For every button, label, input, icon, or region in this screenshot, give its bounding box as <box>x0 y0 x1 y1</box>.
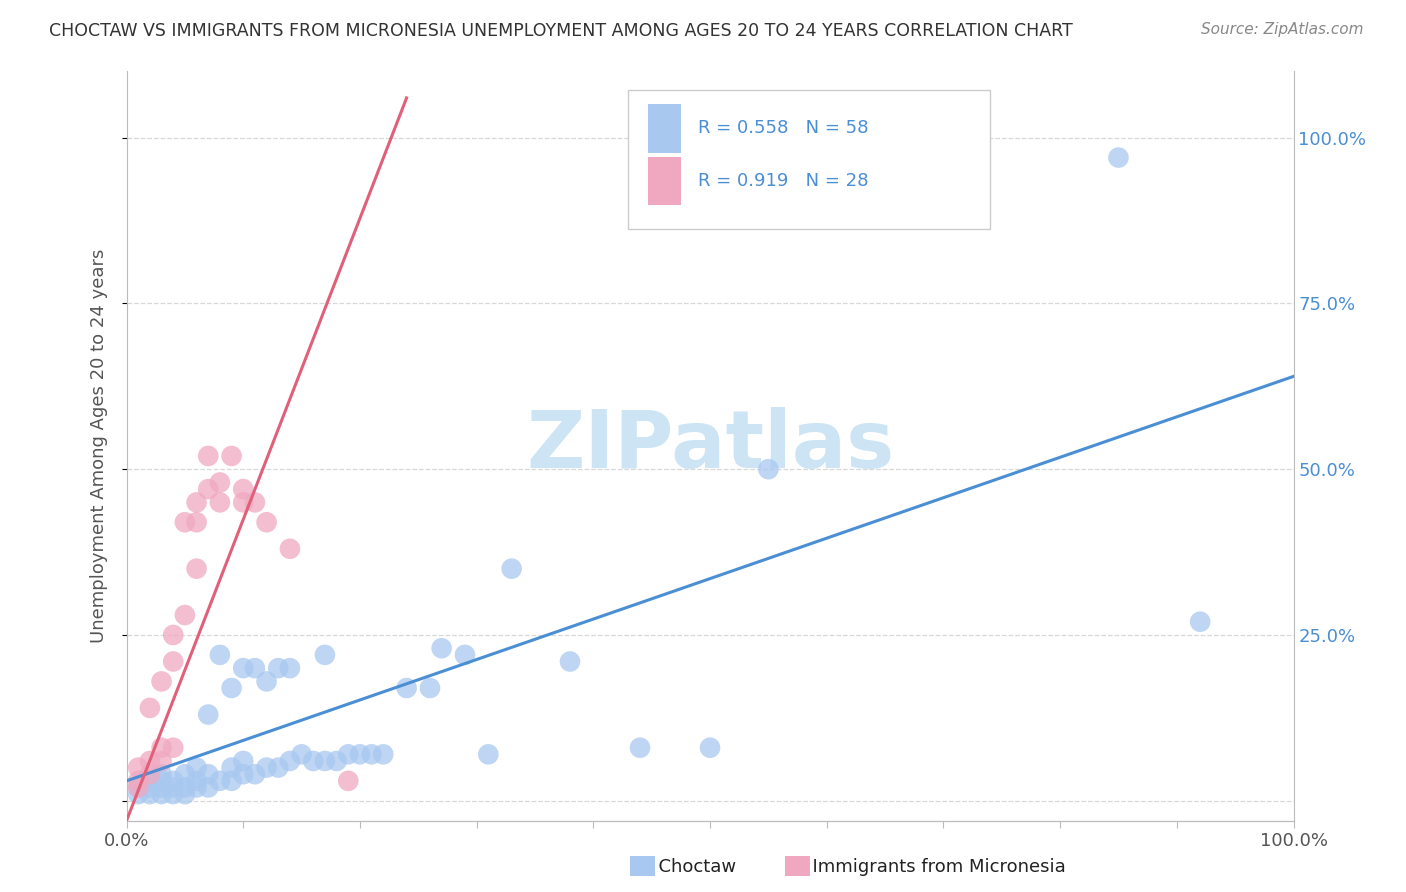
Point <box>186 562 208 576</box>
Point <box>208 773 231 788</box>
Point <box>278 541 301 556</box>
Point <box>174 608 197 623</box>
Point <box>150 767 173 781</box>
Y-axis label: Unemployment Among Ages 20 to 24 years: Unemployment Among Ages 20 to 24 years <box>90 249 108 643</box>
Point <box>127 780 149 795</box>
Point <box>1189 615 1212 629</box>
Bar <box>648 104 681 153</box>
Point <box>162 773 184 788</box>
Point <box>197 780 219 795</box>
Point <box>337 747 360 762</box>
Point <box>221 449 243 463</box>
Point <box>232 661 254 675</box>
Point <box>162 740 184 755</box>
Point <box>628 740 651 755</box>
Point <box>221 761 243 775</box>
Point <box>197 482 219 496</box>
Point <box>174 787 197 801</box>
Point <box>302 754 325 768</box>
Point <box>756 462 779 476</box>
Point <box>162 628 184 642</box>
FancyBboxPatch shape <box>628 90 990 228</box>
Point <box>290 747 312 762</box>
Point <box>267 761 290 775</box>
Point <box>256 515 278 529</box>
Point <box>186 761 208 775</box>
Point <box>430 641 453 656</box>
Point <box>150 773 173 788</box>
Point <box>221 681 243 695</box>
Point <box>150 787 173 801</box>
Point <box>221 773 243 788</box>
Point <box>139 767 162 781</box>
Point <box>419 681 441 695</box>
Point <box>243 661 266 675</box>
Text: Source: ZipAtlas.com: Source: ZipAtlas.com <box>1201 22 1364 37</box>
Point <box>278 661 301 675</box>
Point <box>349 747 371 762</box>
Text: Choctaw: Choctaw <box>647 858 735 876</box>
Point <box>278 754 301 768</box>
Point <box>127 761 149 775</box>
Point <box>186 495 208 509</box>
Point <box>139 701 162 715</box>
Point <box>127 773 149 788</box>
Point <box>139 787 162 801</box>
Point <box>256 674 278 689</box>
Point <box>256 761 278 775</box>
Text: CHOCTAW VS IMMIGRANTS FROM MICRONESIA UNEMPLOYMENT AMONG AGES 20 TO 24 YEARS COR: CHOCTAW VS IMMIGRANTS FROM MICRONESIA UN… <box>49 22 1073 40</box>
Bar <box>648 157 681 205</box>
Point <box>232 495 254 509</box>
Text: ZIPatlas: ZIPatlas <box>526 407 894 485</box>
Point <box>127 780 149 795</box>
Point <box>243 767 266 781</box>
Point <box>232 754 254 768</box>
Point <box>150 780 173 795</box>
Point <box>314 754 336 768</box>
Point <box>558 655 581 669</box>
Point <box>501 562 523 576</box>
Point <box>139 773 162 788</box>
Point <box>174 780 197 795</box>
Point <box>139 780 162 795</box>
Point <box>314 648 336 662</box>
Text: R = 0.919   N = 28: R = 0.919 N = 28 <box>699 172 869 190</box>
Point <box>150 754 173 768</box>
Point <box>477 747 499 762</box>
Point <box>232 767 254 781</box>
Point <box>337 773 360 788</box>
Point <box>208 495 231 509</box>
Point <box>454 648 477 662</box>
Point <box>395 681 418 695</box>
Text: R = 0.558   N = 58: R = 0.558 N = 58 <box>699 120 869 137</box>
Point <box>186 773 208 788</box>
Point <box>208 475 231 490</box>
Point <box>186 515 208 529</box>
Point <box>139 754 162 768</box>
Point <box>197 449 219 463</box>
Point <box>1108 151 1130 165</box>
Point <box>186 780 208 795</box>
Point <box>174 767 197 781</box>
Point <box>162 655 184 669</box>
Point <box>174 515 197 529</box>
Point <box>197 707 219 722</box>
Point <box>127 787 149 801</box>
Point <box>699 740 721 755</box>
Point <box>373 747 395 762</box>
Point <box>162 787 184 801</box>
Point <box>325 754 347 768</box>
Point <box>150 674 173 689</box>
Point <box>243 495 266 509</box>
Point <box>208 648 231 662</box>
Point <box>150 740 173 755</box>
Point <box>232 482 254 496</box>
Point <box>162 780 184 795</box>
Point <box>360 747 382 762</box>
Text: Immigrants from Micronesia: Immigrants from Micronesia <box>801 858 1066 876</box>
Point <box>267 661 290 675</box>
Point <box>197 767 219 781</box>
